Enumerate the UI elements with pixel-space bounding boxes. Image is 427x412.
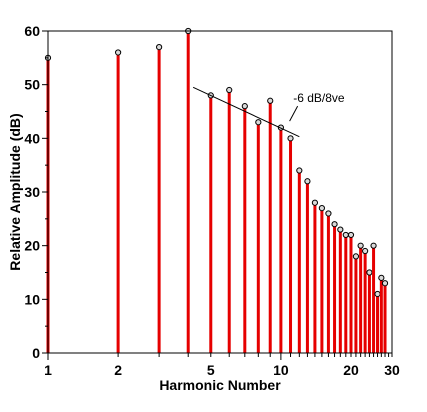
stem-marker <box>311 199 319 206</box>
stem-marker <box>337 226 344 233</box>
stem-marker <box>255 119 262 126</box>
stem-marker <box>357 242 364 249</box>
slope-label: -6 dB/8ve <box>293 91 345 105</box>
stem-marker <box>267 97 274 104</box>
stem-marker <box>374 290 381 298</box>
stem-marker <box>352 253 360 260</box>
stem-marker <box>287 135 294 142</box>
stem-marker <box>370 242 377 249</box>
stem-marker <box>115 49 122 56</box>
stem-marker <box>296 167 303 174</box>
y-axis-ticks: 0 10 20 30 40 50 60 <box>24 23 48 361</box>
x-tick-label: 30 <box>384 362 400 378</box>
y-axis-label: Relative Amplitude (dB) <box>7 113 23 270</box>
x-tick-label: 20 <box>343 362 359 378</box>
y-tick-label: 60 <box>24 23 40 39</box>
x-axis-label: Harmonic Number <box>159 377 281 393</box>
stem-marker <box>304 178 311 185</box>
stem-marker <box>226 86 233 94</box>
stem-marker <box>342 231 349 239</box>
stem-marker <box>156 44 163 51</box>
stem-marker <box>366 269 373 276</box>
stem-marker <box>381 280 389 287</box>
x-tick-label: 2 <box>114 362 122 378</box>
stem-marker <box>347 231 355 239</box>
y-tick-label: 30 <box>24 184 40 200</box>
stem-series <box>44 27 389 353</box>
y-tick-label: 50 <box>24 77 40 93</box>
slope-annotation: -6 dB/8ve <box>192 86 345 138</box>
stem-marker <box>318 205 325 212</box>
x-tick-label: 1 <box>44 362 52 378</box>
x-tick-label: 5 <box>207 362 215 378</box>
y-tick-label: 40 <box>24 130 40 146</box>
stem-marker <box>362 247 369 255</box>
stem-marker <box>378 274 385 281</box>
x-tick-label: 10 <box>273 362 289 378</box>
slope-pointer <box>289 105 299 122</box>
stem-marker <box>331 221 338 228</box>
y-tick-label: 20 <box>24 238 40 254</box>
x-axis-ticks: 1 2 5 10 20 30 <box>44 353 400 378</box>
stem-marker <box>241 103 248 110</box>
slope-line <box>192 86 300 138</box>
y-tick-label: 0 <box>32 345 40 361</box>
stem-marker <box>325 210 332 217</box>
y-tick-label: 10 <box>24 291 40 307</box>
